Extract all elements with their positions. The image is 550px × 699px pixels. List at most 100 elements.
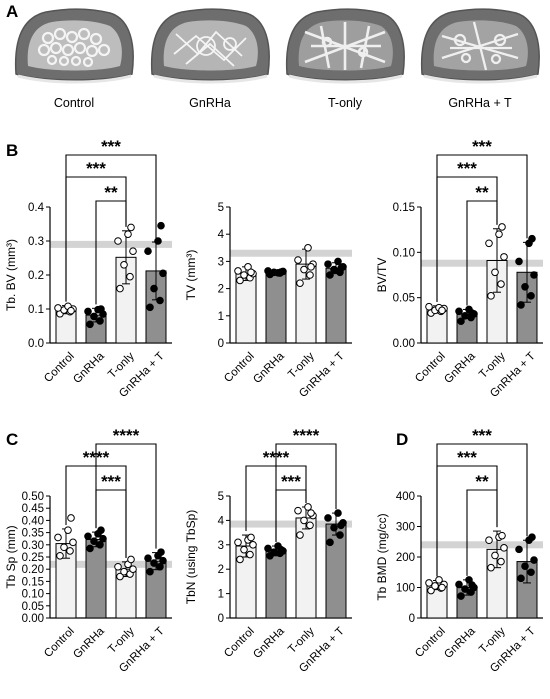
x-tick-label: GnRHa (442, 625, 478, 661)
x-tick-label: Control (42, 350, 77, 385)
y-tick-label: 300 (396, 522, 415, 534)
significance-bracket (275, 443, 337, 543)
y-tick-label: 5 (218, 202, 224, 214)
x-tick-label: GnRHa (251, 625, 287, 661)
data-point (120, 261, 128, 269)
data-point (330, 265, 338, 274)
data-point (56, 551, 64, 560)
scan-image-control (14, 8, 134, 84)
data-point (500, 544, 508, 552)
data-point (129, 247, 137, 255)
data-point (425, 579, 433, 587)
reference-band (230, 520, 352, 528)
data-point (240, 545, 248, 554)
data-point (124, 230, 132, 238)
y-tick-label: 0 (409, 613, 415, 625)
significance-label: ** (475, 183, 489, 202)
data-point (457, 592, 465, 600)
scan-label-t-only: T-only (327, 96, 363, 110)
significance-bracket (436, 154, 528, 302)
scan-image-t-only (285, 8, 405, 84)
data-point (435, 576, 443, 584)
data-point (64, 526, 72, 534)
data-point (116, 572, 124, 581)
data-point (485, 536, 493, 545)
data-point (247, 533, 255, 542)
data-point (146, 567, 154, 576)
y-tick-label: 0.0 (28, 338, 44, 350)
data-point (159, 269, 167, 278)
y-axis-title: Tb BMD (mg/cc) (375, 513, 389, 600)
data-point (455, 580, 463, 589)
y-tick-label: 0.05 (393, 293, 415, 305)
data-point (127, 555, 135, 564)
y-tick-label: 0 (218, 613, 224, 625)
data-point (236, 276, 244, 285)
y-tick-label: 1 (218, 311, 224, 323)
significance-label: *** (101, 137, 121, 156)
data-point (307, 263, 315, 271)
data-point (114, 237, 122, 245)
data-point (84, 307, 92, 316)
significance-bracket (65, 154, 157, 302)
x-tick-label: Control (222, 625, 257, 660)
significance-label: *** (281, 472, 301, 491)
data-point (159, 556, 167, 565)
data-point (500, 253, 508, 261)
data-point (498, 223, 506, 231)
data-point (455, 307, 463, 316)
data-point (468, 309, 476, 317)
panel-a-scans: A Control GnRHa T-only (0, 0, 550, 130)
y-tick-label: 0.00 (393, 338, 415, 350)
y-tick-label: 0.50 (22, 491, 44, 503)
panel-label-a: A (6, 2, 19, 21)
y-axis-title: TV (mm³) (184, 250, 198, 301)
y-tick-label: 400 (396, 491, 415, 503)
data-point (97, 305, 105, 313)
data-point (86, 544, 94, 553)
data-point (487, 563, 495, 572)
data-point (97, 526, 105, 534)
y-tick-label: 200 (396, 552, 415, 564)
data-point (120, 567, 128, 576)
data-point (114, 562, 122, 571)
data-point (127, 223, 135, 232)
data-point (336, 531, 344, 539)
data-point (157, 221, 165, 230)
y-axis-title: Tb Sp (mm) (4, 525, 18, 588)
data-point (60, 543, 68, 552)
y-tick-label: 0.00 (22, 613, 44, 625)
data-point (157, 548, 165, 556)
data-point (498, 531, 506, 540)
y-tick-label: 0.05 (22, 601, 44, 613)
data-point (306, 521, 314, 530)
y-tick-label: 0.15 (393, 202, 415, 214)
data-point (84, 532, 92, 541)
y-tick-label: 0.30 (22, 540, 44, 552)
bar-1 (265, 271, 287, 344)
data-point (296, 531, 304, 539)
data-point (304, 503, 312, 511)
data-point (126, 272, 134, 281)
reference-band (50, 560, 172, 568)
panel-label-c: C (6, 430, 19, 449)
data-point (334, 509, 342, 517)
reference-band (421, 259, 543, 267)
data-point (326, 538, 334, 547)
x-tick-label: Control (413, 625, 448, 660)
data-point (144, 554, 152, 563)
data-point (90, 312, 98, 321)
significance-bracket (95, 443, 157, 549)
data-point (277, 268, 285, 276)
data-point (294, 506, 302, 515)
y-tick-label: 0.3 (28, 236, 44, 248)
panel-label-b: B (6, 141, 19, 160)
data-point (527, 568, 535, 577)
data-point (326, 271, 334, 279)
data-point (96, 317, 104, 325)
data-point (457, 317, 465, 326)
significance-label: *** (457, 159, 477, 178)
bar-3 (325, 267, 347, 344)
